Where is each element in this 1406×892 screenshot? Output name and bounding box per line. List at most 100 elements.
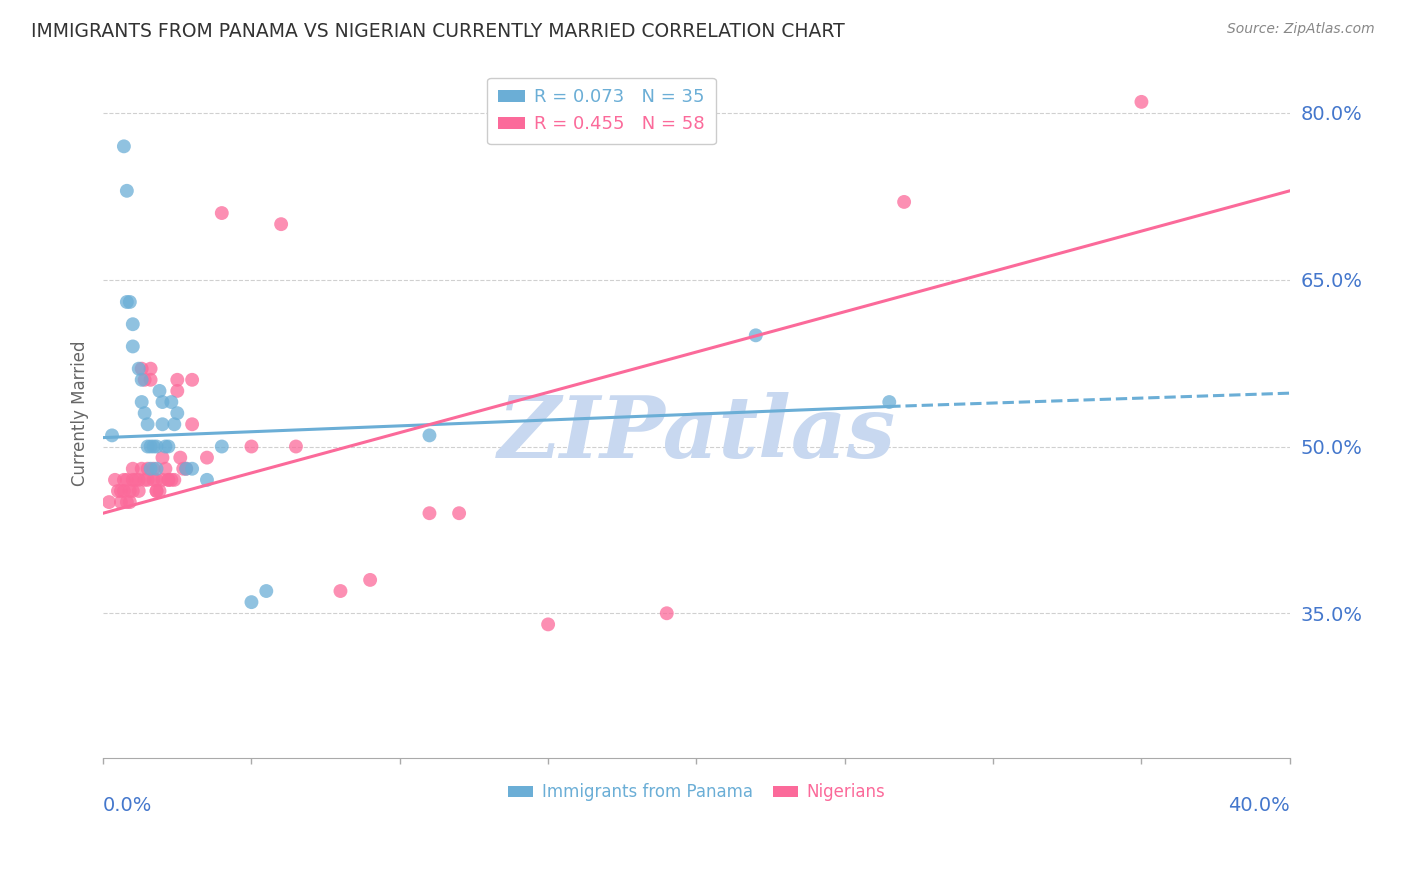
Point <box>121 317 143 331</box>
Point <box>104 473 127 487</box>
Point <box>877 395 900 409</box>
Point <box>745 328 768 343</box>
Point <box>893 194 915 209</box>
Legend: Immigrants from Panama, Nigerians: Immigrants from Panama, Nigerians <box>502 777 891 808</box>
Point <box>148 384 170 398</box>
Point <box>655 607 678 621</box>
Point <box>134 373 156 387</box>
Point <box>115 295 138 310</box>
Point <box>160 395 183 409</box>
Point <box>240 595 263 609</box>
Point <box>112 473 135 487</box>
Point <box>139 461 162 475</box>
Point <box>136 473 159 487</box>
Point <box>112 483 135 498</box>
Point <box>181 417 204 432</box>
Point <box>240 440 263 454</box>
Point <box>284 440 307 454</box>
Point <box>145 440 167 454</box>
Point <box>152 450 174 465</box>
Point <box>139 373 162 387</box>
Point <box>145 483 167 498</box>
Point <box>128 473 150 487</box>
Point <box>270 217 292 231</box>
Point <box>118 483 141 498</box>
Point <box>121 461 143 475</box>
Point <box>152 473 174 487</box>
Point <box>181 373 204 387</box>
Point <box>172 461 194 475</box>
Point <box>145 483 167 498</box>
Point <box>160 473 183 487</box>
Point <box>136 440 159 454</box>
Point <box>131 395 153 409</box>
Y-axis label: Currently Married: Currently Married <box>72 341 89 486</box>
Point <box>359 573 381 587</box>
Point <box>115 473 138 487</box>
Text: 0.0%: 0.0% <box>103 796 152 814</box>
Point <box>134 473 156 487</box>
Point <box>418 506 440 520</box>
Point <box>98 495 121 509</box>
Point <box>131 461 153 475</box>
Point <box>121 473 143 487</box>
Point <box>125 473 148 487</box>
Point <box>418 428 440 442</box>
Text: Source: ZipAtlas.com: Source: ZipAtlas.com <box>1227 22 1375 37</box>
Point <box>136 461 159 475</box>
Point <box>157 473 180 487</box>
Point <box>115 495 138 509</box>
Point <box>174 461 197 475</box>
Text: 40.0%: 40.0% <box>1227 796 1289 814</box>
Point <box>134 406 156 420</box>
Point <box>121 339 143 353</box>
Point <box>169 450 191 465</box>
Point <box>139 361 162 376</box>
Point <box>155 440 177 454</box>
Point <box>537 617 560 632</box>
Point <box>157 440 180 454</box>
Point <box>329 584 352 599</box>
Point <box>142 440 165 454</box>
Point <box>166 384 188 398</box>
Point <box>152 417 174 432</box>
Point <box>145 473 167 487</box>
Point <box>118 495 141 509</box>
Point <box>112 139 135 153</box>
Point <box>211 206 233 220</box>
Point <box>181 461 204 475</box>
Point <box>148 483 170 498</box>
Point <box>195 473 218 487</box>
Text: ZIPatlas: ZIPatlas <box>498 392 896 475</box>
Point <box>131 373 153 387</box>
Point <box>174 461 197 475</box>
Point <box>136 417 159 432</box>
Point <box>107 483 129 498</box>
Point <box>163 417 186 432</box>
Point <box>139 440 162 454</box>
Point <box>110 483 132 498</box>
Point <box>101 428 124 442</box>
Point <box>163 473 186 487</box>
Point <box>211 440 233 454</box>
Point <box>115 184 138 198</box>
Point <box>449 506 471 520</box>
Point <box>166 373 188 387</box>
Point <box>1130 95 1153 109</box>
Point <box>128 361 150 376</box>
Point <box>128 483 150 498</box>
Text: IMMIGRANTS FROM PANAMA VS NIGERIAN CURRENTLY MARRIED CORRELATION CHART: IMMIGRANTS FROM PANAMA VS NIGERIAN CURRE… <box>31 22 845 41</box>
Point <box>145 461 167 475</box>
Point <box>121 483 143 498</box>
Point <box>195 450 218 465</box>
Point <box>142 461 165 475</box>
Point <box>110 495 132 509</box>
Point <box>157 473 180 487</box>
Point <box>254 584 277 599</box>
Point <box>166 406 188 420</box>
Point <box>142 473 165 487</box>
Point <box>155 461 177 475</box>
Point <box>131 361 153 376</box>
Point <box>118 295 141 310</box>
Point <box>152 395 174 409</box>
